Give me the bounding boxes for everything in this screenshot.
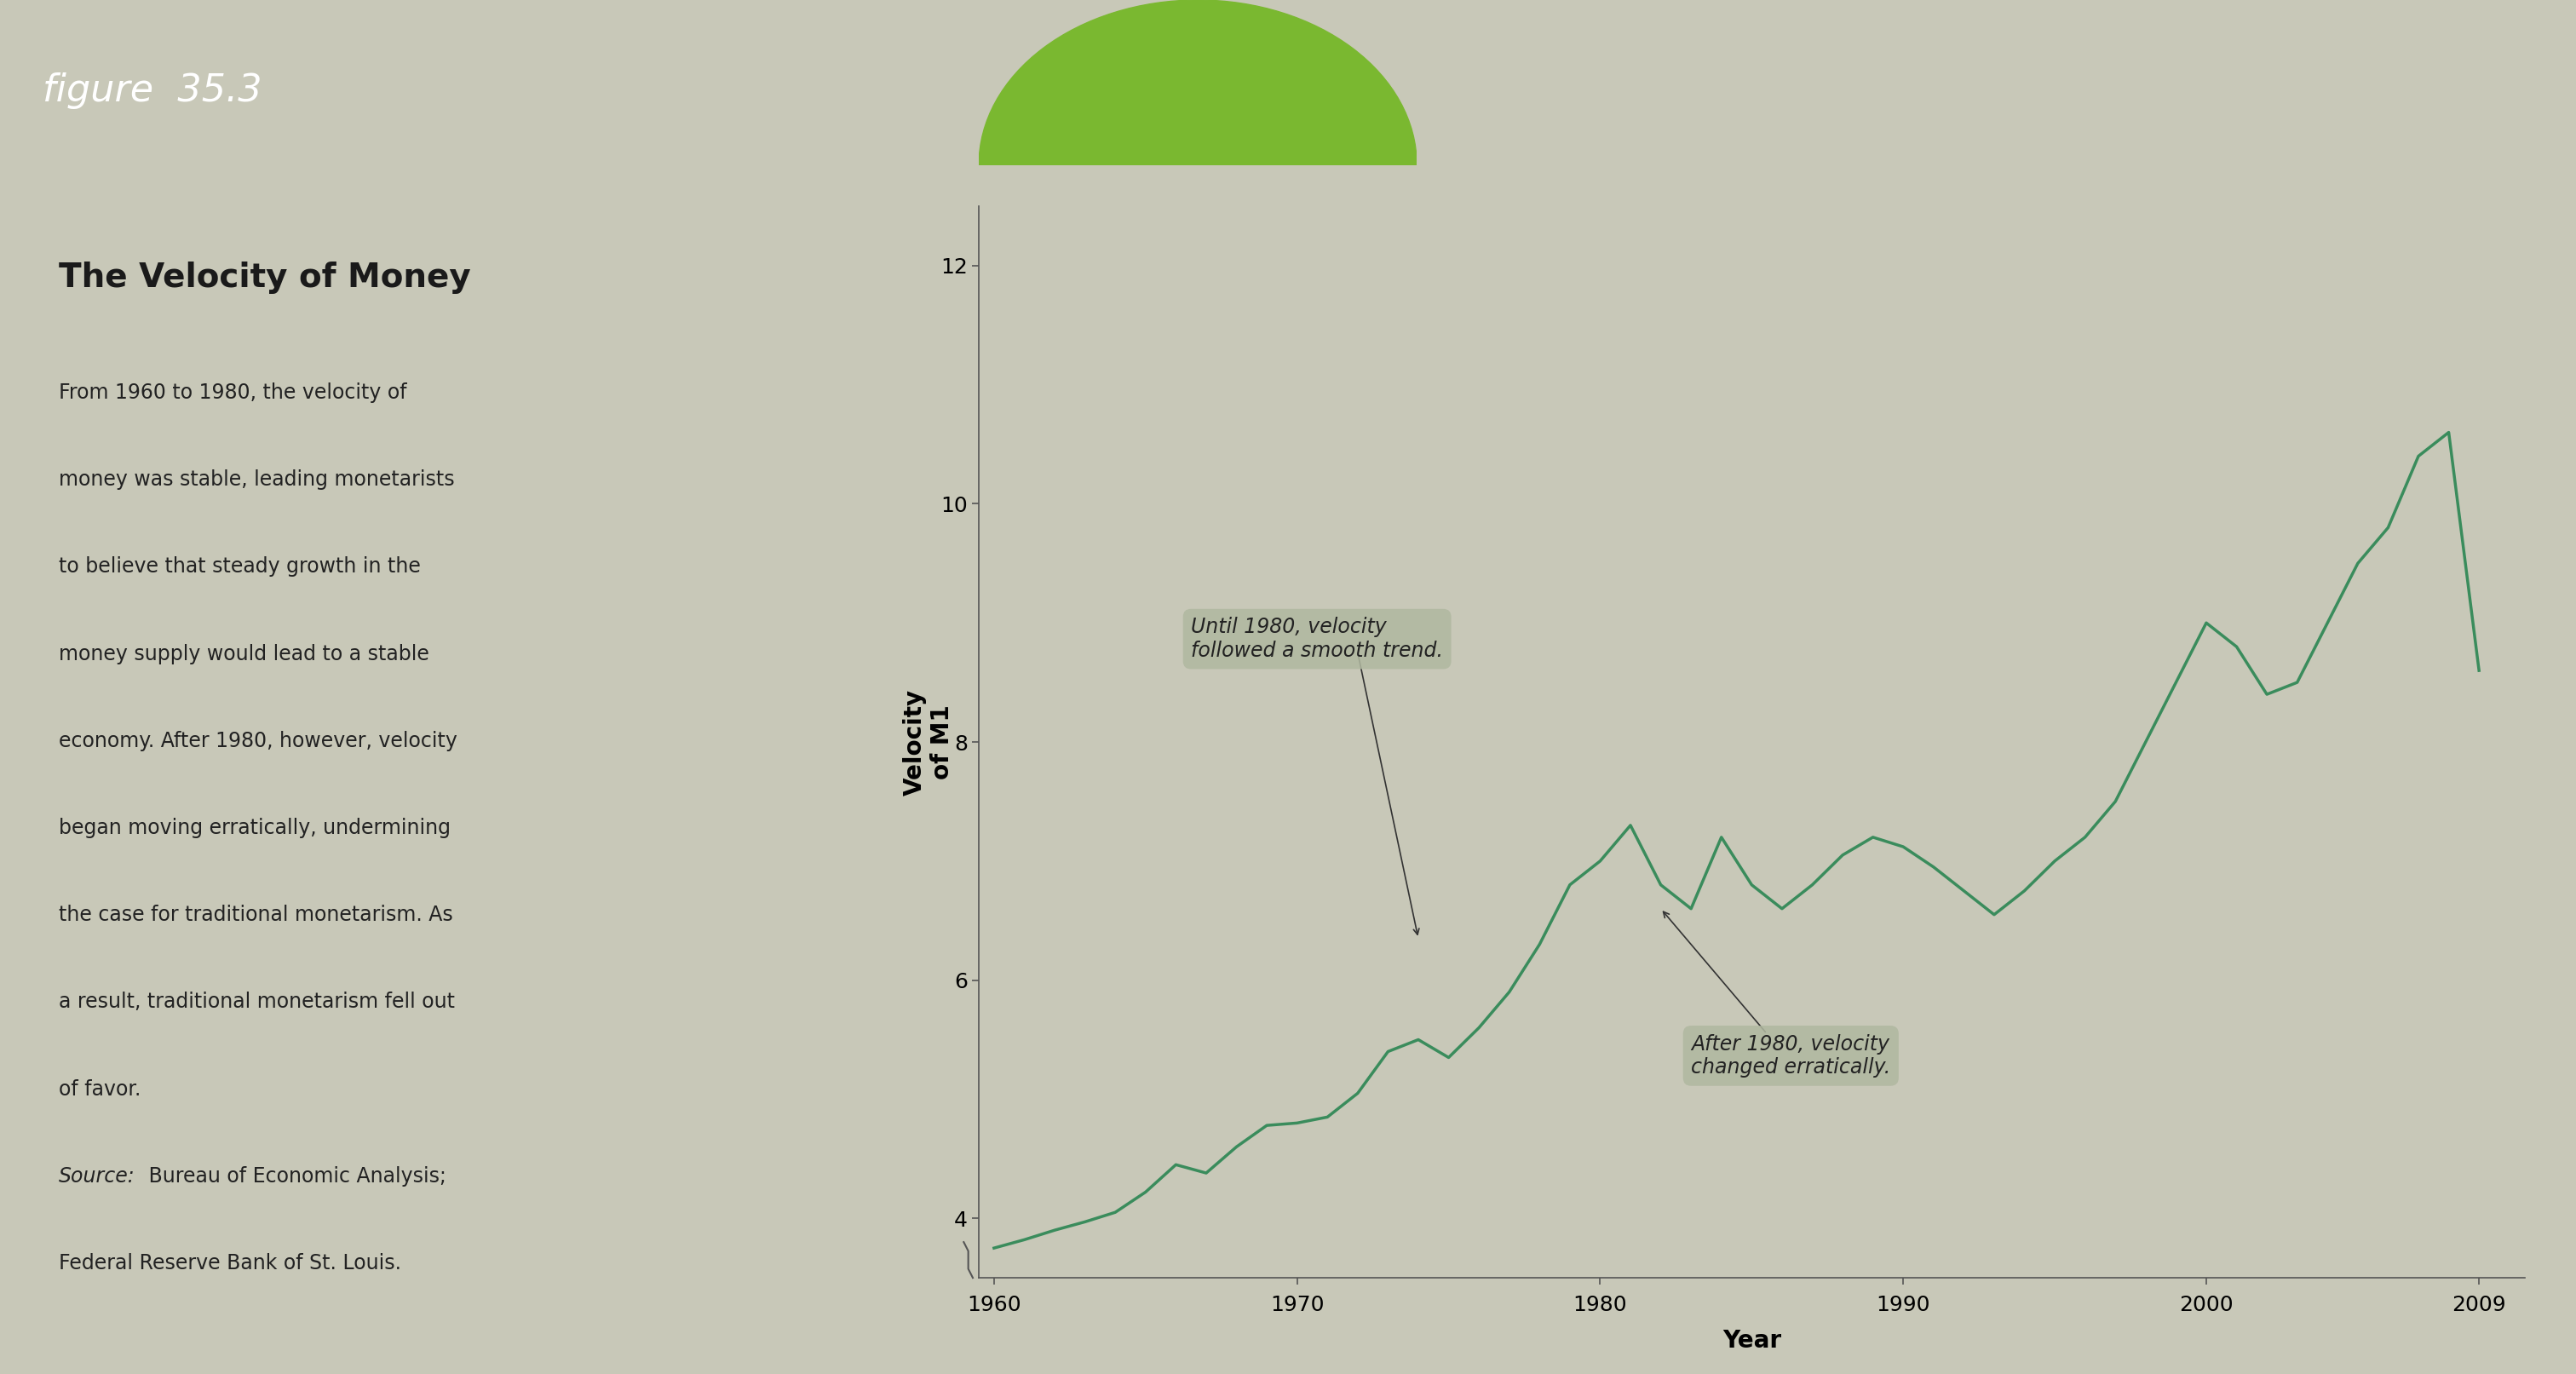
- Ellipse shape: [979, 0, 1417, 330]
- Text: money was stable, leading monetarists: money was stable, leading monetarists: [59, 470, 453, 491]
- X-axis label: Year: Year: [1723, 1329, 1780, 1353]
- Text: money supply would lead to a stable: money supply would lead to a stable: [59, 643, 430, 664]
- Text: Federal Reserve Bank of St. Louis.: Federal Reserve Bank of St. Louis.: [59, 1253, 402, 1274]
- Text: After 1980, velocity
changed erratically.: After 1980, velocity changed erratically…: [1690, 1033, 1891, 1077]
- Text: Source:: Source:: [59, 1167, 134, 1187]
- Text: began moving erratically, undermining: began moving erratically, undermining: [59, 818, 451, 838]
- Text: to believe that steady growth in the: to believe that steady growth in the: [59, 556, 420, 577]
- Text: Bureau of Economic Analysis;: Bureau of Economic Analysis;: [142, 1167, 446, 1187]
- Text: of favor.: of favor.: [59, 1079, 142, 1099]
- Y-axis label: Velocity
of M1: Velocity of M1: [904, 688, 953, 796]
- Text: the case for traditional monetarism. As: the case for traditional monetarism. As: [59, 905, 453, 925]
- Text: figure  35.3: figure 35.3: [41, 73, 263, 109]
- Text: a result, traditional monetarism fell out: a result, traditional monetarism fell ou…: [59, 992, 456, 1013]
- Text: economy. After 1980, however, velocity: economy. After 1980, however, velocity: [59, 731, 459, 752]
- Text: From 1960 to 1980, the velocity of: From 1960 to 1980, the velocity of: [59, 382, 407, 403]
- Text: The Velocity of Money: The Velocity of Money: [59, 261, 471, 294]
- Text: Until 1980, velocity
followed a smooth trend.: Until 1980, velocity followed a smooth t…: [1190, 617, 1443, 661]
